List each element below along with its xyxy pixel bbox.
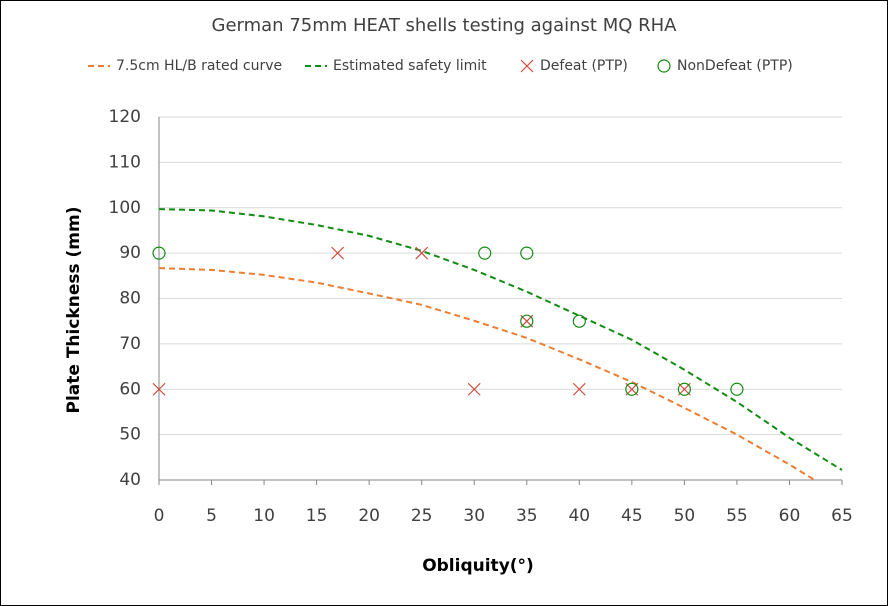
marker-circle [520, 246, 534, 260]
y-axis-title: Plate Thickness (mm) [64, 207, 84, 414]
y-tick-label: 120 [109, 107, 141, 127]
marker-x [152, 382, 166, 396]
x-tick-label: 10 [253, 506, 275, 526]
legend-label: Defeat (PTP) [540, 58, 628, 74]
marker-circle [152, 246, 166, 260]
marker-stroke [415, 246, 429, 260]
y-tick-label: 90 [119, 243, 141, 263]
marker-stroke [520, 59, 534, 73]
x-tick-label: 60 [779, 506, 801, 526]
x-tick-label: 25 [411, 506, 433, 526]
marker-circle [677, 382, 691, 396]
x-tick-label: 15 [306, 506, 328, 526]
x-tick-label: 50 [674, 506, 696, 526]
x-tick-label: 30 [463, 506, 485, 526]
marker-x [331, 246, 345, 260]
legend-label: Estimated safety limit [333, 58, 487, 74]
marker-x [572, 382, 586, 396]
y-tick-label: 80 [119, 289, 141, 309]
x-tick-label: 20 [358, 506, 380, 526]
x-tick-label: 0 [154, 506, 165, 526]
y-tick-label: 40 [119, 470, 141, 490]
series-line [158, 208, 843, 471]
legend-label: 7.5cm HL/B rated curve [116, 58, 282, 74]
marker-x [415, 246, 429, 260]
marker-stroke [572, 382, 586, 396]
x-axis-title: Obliquity(°) [422, 556, 534, 576]
marker-stroke [467, 382, 481, 396]
marker-x [520, 59, 534, 73]
marker-stroke [152, 382, 166, 396]
y-tick-label: 70 [119, 334, 141, 354]
x-tick-label: 5 [206, 506, 217, 526]
series-line [158, 267, 816, 481]
marker-x [467, 382, 481, 396]
marker-circle [572, 314, 586, 328]
marker-stroke [331, 246, 345, 260]
marker-circle [625, 382, 639, 396]
marker-circle [520, 314, 534, 328]
y-tick-label: 60 [119, 379, 141, 399]
y-tick-label: 100 [109, 198, 141, 218]
x-tick-label: 35 [516, 506, 538, 526]
y-tick-label: 110 [109, 152, 141, 172]
y-tick-label: 50 [119, 425, 141, 445]
x-tick-label: 65 [831, 506, 853, 526]
marker-circle [730, 382, 744, 396]
marker-circle [657, 59, 671, 73]
chart-title: German 75mm HEAT shells testing against … [212, 15, 678, 36]
x-tick-label: 55 [726, 506, 748, 526]
legend-label: NonDefeat (PTP) [677, 58, 793, 74]
marker-circle [478, 246, 492, 260]
x-tick-label: 40 [568, 506, 590, 526]
x-tick-label: 45 [621, 506, 643, 526]
